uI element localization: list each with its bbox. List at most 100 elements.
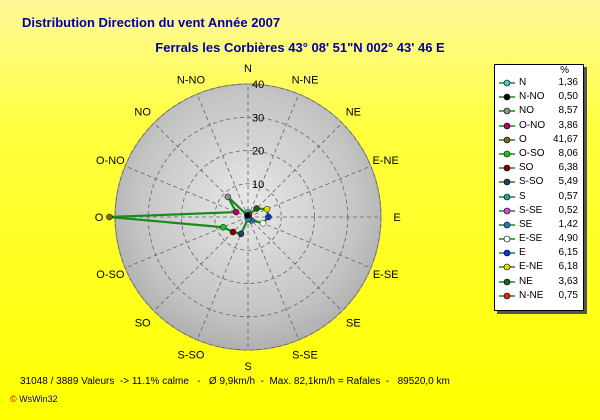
legend-marker-icon [499,235,515,243]
legend-row: NE 3,63 [495,276,583,290]
legend-row: O-SO 8,06 [495,148,583,162]
spoke-N-NE [247,93,300,218]
spoke-SE [247,216,343,312]
direction-label-S-SE: S-SE [292,350,318,362]
legend-value: 6,38 [558,162,578,174]
spoke-NE [247,122,343,218]
legend-name: NE [519,275,533,287]
legend-name: O-SO [519,147,545,159]
legend-marker-icon [499,136,515,144]
legend-value: 1,42 [558,218,578,230]
legend-marker-icon [499,278,515,285]
ring-label-10: 10 [252,179,264,191]
legend-name: N [519,77,527,88]
legend: % N 1,36 N-NO 0,50 NO 8,57 O-NO 3,86 O 41,67 O-SO 8… [494,64,584,311]
direction-label-N-NE: N-NE [292,74,319,86]
legend-value: 0,50 [558,91,578,103]
direction-label-SO: SO [135,317,151,329]
point-E-NE [263,205,271,213]
legend-marker-icon [499,207,515,214]
direction-label-O-NO: O-NO [96,155,125,167]
ring-10 [214,183,282,251]
spoke-S-SE [247,216,300,341]
legend-name: O [519,133,527,145]
legend-row: S 0,57 [495,191,583,205]
legend-name: S-SE [519,204,543,216]
spoke-O-NO [124,165,249,218]
copyright-mark: © [10,394,17,404]
legend-value: 8,06 [558,147,578,159]
legend-value: 4,90 [558,233,578,245]
legend-marker-icon [499,249,515,257]
legend-row: N-NE 0,75 [495,290,583,304]
legend-value: 6,18 [558,261,578,273]
legend-row: O-NO 3,86 [495,120,583,134]
point-N-NO [244,212,251,219]
footer-stats: 31048 / 3889 Valeurs -> 11.1% calme - Ø … [20,376,450,387]
direction-label-N: N [244,63,252,75]
point-O-NO [232,208,240,216]
point-O [106,213,113,221]
legend-value: 0,75 [558,289,578,301]
legend-marker-icon [499,221,515,229]
legend-row: SO 6,38 [495,162,583,176]
legend-marker-icon [499,193,515,200]
legend-marker-icon [499,150,515,158]
point-E-SE [259,219,267,227]
legend-marker-icon [499,122,515,129]
legend-marker-icon [499,93,515,101]
direction-label-E-SE: E-SE [373,269,399,281]
legend-name: E-SE [519,233,543,245]
legend-marker-icon [499,164,515,172]
spoke-N-NO [196,93,249,218]
chart-title: Distribution Direction du vent Année 200… [22,15,281,30]
point-O-SO [219,224,227,231]
legend-value: 3,63 [558,275,578,287]
legend-row: E 6,15 [495,247,583,261]
legend-name: E [519,247,526,259]
chart-subtitle: Ferrals les Corbières 43° 08' 51"N 002° … [155,40,445,55]
legend-value: 0,57 [558,190,578,202]
legend-header: % [560,65,569,76]
legend-row: N-NO 0,50 [495,91,583,105]
ring-label-20: 20 [252,146,264,158]
direction-label-S: S [244,361,251,373]
ring-label-40: 40 [252,79,264,91]
legend-name: SO [519,162,534,174]
direction-label-NE: NE [346,107,361,119]
legend-marker-icon [499,264,515,271]
legend-value: 8,57 [558,105,578,117]
legend-marker-icon [499,292,515,300]
spoke-E-SE [247,216,372,269]
legend-value: 1,36 [558,77,578,88]
ring-label-30: 30 [252,112,264,124]
point-NE [253,205,260,212]
spoke-S-SO [196,216,249,341]
legend-row: SE 1,42 [495,219,583,233]
legend-row: N 1,36 [495,77,583,91]
direction-label-SE: SE [346,317,361,329]
legend-value: 5,49 [558,176,578,188]
direction-label-E-NE: E-NE [373,155,399,167]
direction-label-N-NO: N-NO [177,74,206,86]
legend-name: NO [519,105,534,117]
direction-label-NO: NO [134,107,151,119]
legend-name: SE [519,218,533,230]
legend-marker-icon [499,108,515,115]
legend-row: S-SO 5,49 [495,176,583,190]
direction-label-O-SO: O-SO [96,269,125,281]
legend-name: O-NO [519,119,546,131]
legend-name: N-NE [519,289,544,301]
direction-label-S-SO: S-SO [178,350,205,362]
point-SO [229,228,237,236]
point-S-SO [237,230,245,238]
legend-row: E-SE 4,90 [495,233,583,247]
legend-value: 41,67 [552,133,578,145]
legend-row: NO 8,57 [495,105,583,119]
legend-value: 6,15 [558,247,578,259]
legend-row: O 41,67 [495,134,583,148]
point-E [265,213,272,221]
brand-label: © WsWin32 [10,394,58,404]
brand-name: WsWin32 [16,394,58,404]
